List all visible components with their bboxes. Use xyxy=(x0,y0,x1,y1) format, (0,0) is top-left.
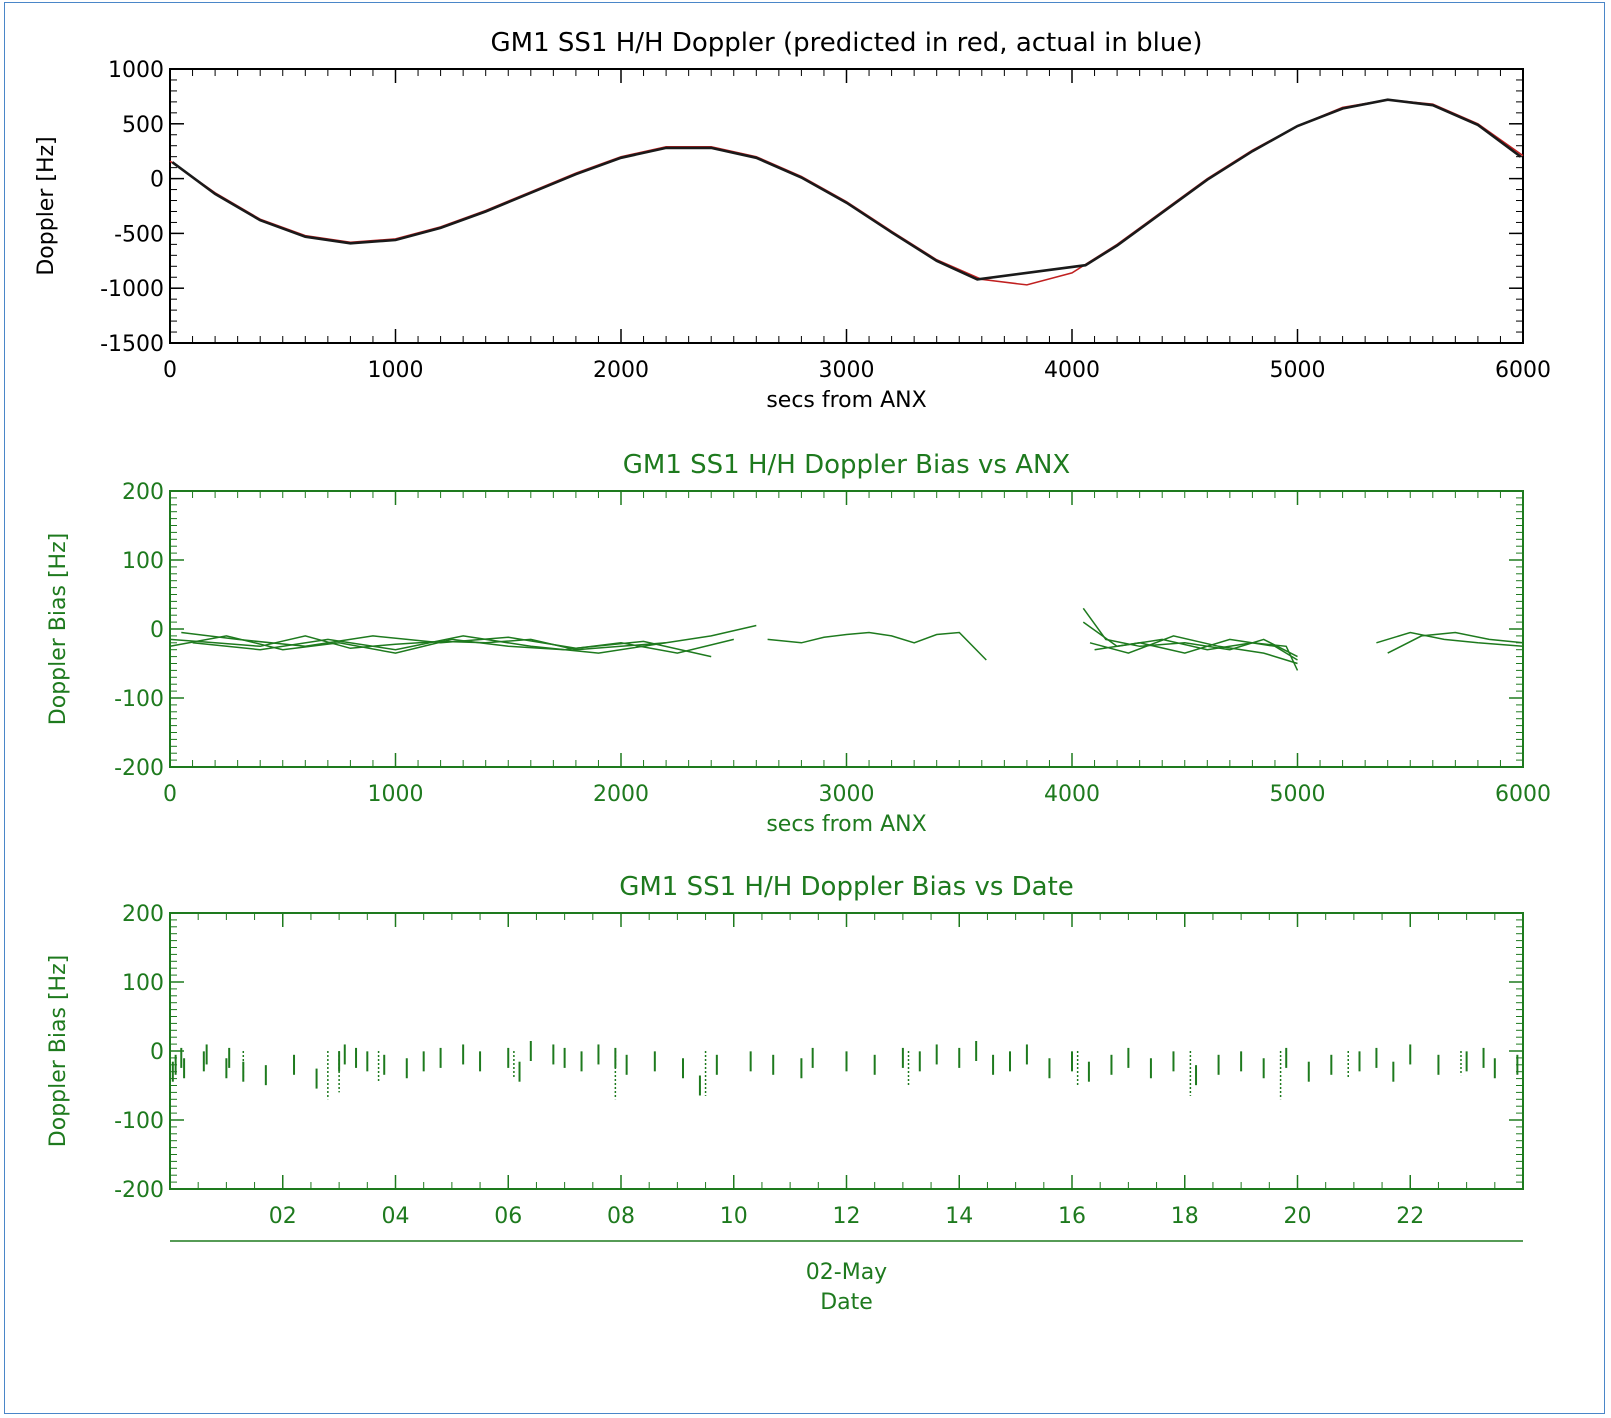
y-tick-label-1: 200 xyxy=(122,480,164,505)
series-line-1-3 xyxy=(192,635,667,654)
x-tick-label-2: 22 xyxy=(1396,1204,1424,1229)
x-axis-label-0: secs from ANX xyxy=(766,388,926,413)
x-tick-label-2: 04 xyxy=(382,1204,410,1229)
y-tick-label-2: 0 xyxy=(150,1040,164,1065)
y-tick-label-2: 100 xyxy=(122,971,164,996)
x-tick-label-2: 08 xyxy=(607,1204,635,1229)
plot-area-0 xyxy=(169,68,1524,344)
x-tick-label-1: 0 xyxy=(163,782,177,807)
x-tick-label-2: 02 xyxy=(269,1204,297,1229)
x-tick-label-0: 3000 xyxy=(819,358,875,383)
x-axis-label2-2: Date xyxy=(820,1290,873,1315)
x-tick-label-2: 06 xyxy=(494,1204,522,1229)
x-tick-label-2: 16 xyxy=(1058,1204,1086,1229)
series-line-1-4 xyxy=(767,631,987,661)
chart-title-1: GM1 SS1 H/H Doppler Bias vs ANX xyxy=(623,450,1070,480)
chart-title-2: GM1 SS1 H/H Doppler Bias vs Date xyxy=(619,872,1074,902)
x-tick-label-0: 0 xyxy=(163,358,177,383)
plot-area-1 xyxy=(169,490,1524,768)
chart-canvas: GM1 SS1 H/H Doppler (predicted in red, a… xyxy=(34,28,1551,1315)
x-tick-label-1: 6000 xyxy=(1495,782,1551,807)
x-axis-label-2: 02-May xyxy=(806,1260,887,1285)
series-line-1-2 xyxy=(181,631,712,658)
y-tick-label-1: -200 xyxy=(114,756,164,781)
y-tick-label-2: -100 xyxy=(114,1109,164,1134)
x-tick-label-0: 2000 xyxy=(593,358,649,383)
x-tick-label-2: 10 xyxy=(720,1204,748,1229)
y-tick-label-0: 0 xyxy=(150,168,164,193)
series-line-0-1 xyxy=(171,98,1522,281)
series-line-1-5 xyxy=(1082,607,1298,658)
series-line-1-7 xyxy=(1089,635,1298,665)
series-line-1-0 xyxy=(169,624,757,651)
x-tick-label-2: 12 xyxy=(833,1204,861,1229)
y-tick-label-0: -1500 xyxy=(100,332,164,357)
plot-window: GM1 SS1 H/H Doppler (predicted in red, a… xyxy=(4,2,1605,1414)
x-tick-label-0: 6000 xyxy=(1495,358,1551,383)
y-axis-label-1: Doppler Bias [Hz] xyxy=(46,533,71,725)
y-tick-label-2: 200 xyxy=(122,902,164,927)
x-tick-label-0: 5000 xyxy=(1270,358,1326,383)
y-tick-label-0: 500 xyxy=(122,113,164,138)
series-line-1-9 xyxy=(1376,631,1524,648)
x-axis-label-1: secs from ANX xyxy=(766,812,926,837)
x-tick-label-1: 5000 xyxy=(1270,782,1326,807)
x-tick-label-0: 4000 xyxy=(1044,358,1100,383)
y-axis-label-0: Doppler [Hz] xyxy=(34,136,59,275)
y-tick-label-0: -500 xyxy=(114,222,164,247)
y-tick-label-1: 0 xyxy=(150,618,164,643)
series-line-1-10 xyxy=(1387,631,1524,654)
x-tick-label-1: 3000 xyxy=(819,782,875,807)
y-tick-label-0: -1000 xyxy=(100,277,164,302)
x-tick-label-2: 14 xyxy=(945,1204,973,1229)
y-tick-label-1: 100 xyxy=(122,549,164,574)
y-axis-label-2: Doppler Bias [Hz] xyxy=(46,955,71,1147)
plot-area-2 xyxy=(169,912,1524,1190)
y-tick-label-1: -100 xyxy=(114,687,164,712)
y-tick-label-0: 1000 xyxy=(108,58,164,83)
x-tick-label-2: 18 xyxy=(1171,1204,1199,1229)
series-line-1-8 xyxy=(1094,638,1298,661)
x-tick-label-1: 1000 xyxy=(368,782,424,807)
series-line-0-0 xyxy=(169,98,1524,286)
x-tick-label-1: 4000 xyxy=(1044,782,1100,807)
chart-title-0: GM1 SS1 H/H Doppler (predicted in red, a… xyxy=(491,28,1203,58)
x-tick-label-1: 2000 xyxy=(593,782,649,807)
x-tick-label-0: 1000 xyxy=(368,358,424,383)
x-tick-label-2: 20 xyxy=(1284,1204,1312,1229)
y-tick-label-2: -200 xyxy=(114,1178,164,1203)
